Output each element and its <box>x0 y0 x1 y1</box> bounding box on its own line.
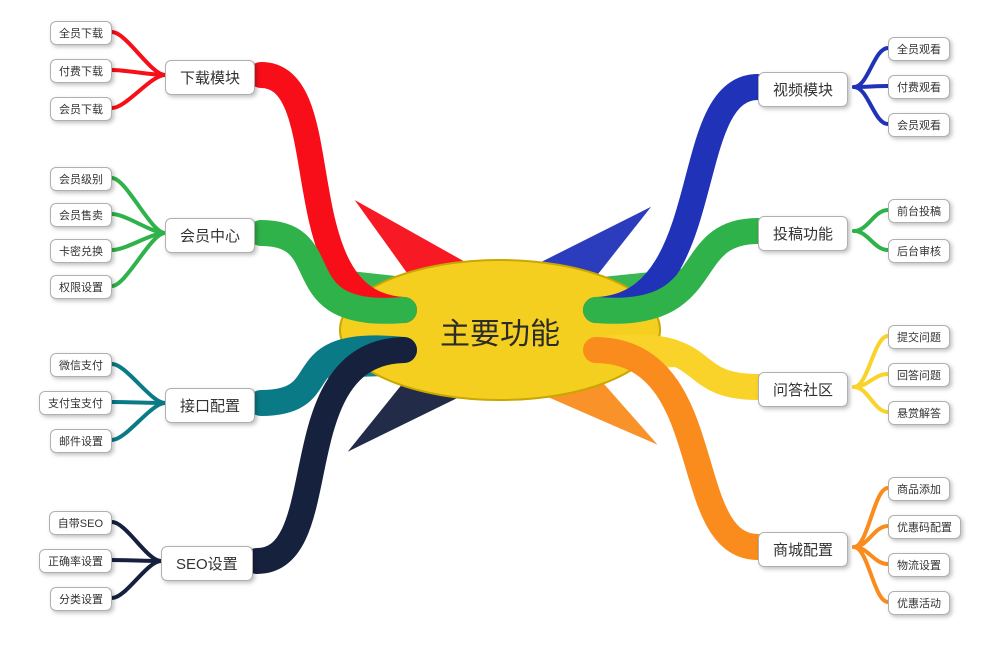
leaf-member-3[interactable]: 权限设置 <box>50 275 112 299</box>
leaf-api-1[interactable]: 支付宝支付 <box>39 391 112 415</box>
leaf-video-1[interactable]: 付费观看 <box>888 75 950 99</box>
leaf-download-0[interactable]: 全员下载 <box>50 21 112 45</box>
leaf-qa-0[interactable]: 提交问题 <box>888 325 950 349</box>
branch-seo[interactable]: SEO设置 <box>161 546 253 581</box>
connector-layer <box>0 0 1000 660</box>
leaf-member-2[interactable]: 卡密兑换 <box>50 239 112 263</box>
mindmap-stage: 主要功能 下载模块 全员下载付费下载会员下载会员中心 会员级别会员售卖卡密兑换权限设置… <box>0 0 1000 660</box>
branch-shop[interactable]: 商城配置 <box>758 532 848 567</box>
leaf-qa-2[interactable]: 悬赏解答 <box>888 401 950 425</box>
leaf-video-0[interactable]: 全员观看 <box>888 37 950 61</box>
leaf-download-1[interactable]: 付费下载 <box>50 59 112 83</box>
leaf-submit-1[interactable]: 后台审核 <box>888 239 950 263</box>
branch-download[interactable]: 下载模块 <box>165 60 255 95</box>
leaf-api-0[interactable]: 微信支付 <box>50 353 112 377</box>
branch-video[interactable]: 视频模块 <box>758 72 848 107</box>
leaf-submit-0[interactable]: 前台投稿 <box>888 199 950 223</box>
leaf-api-2[interactable]: 邮件设置 <box>50 429 112 453</box>
leaf-seo-0[interactable]: 自带SEO <box>49 511 112 535</box>
branch-member[interactable]: 会员中心 <box>165 218 255 253</box>
leaf-seo-1[interactable]: 正确率设置 <box>39 549 112 573</box>
leaf-video-2[interactable]: 会员观看 <box>888 113 950 137</box>
branch-api[interactable]: 接口配置 <box>165 388 255 423</box>
leaf-shop-3[interactable]: 优惠活动 <box>888 591 950 615</box>
center-node: 主要功能 <box>380 309 620 353</box>
leaf-download-2[interactable]: 会员下载 <box>50 97 112 121</box>
leaf-member-0[interactable]: 会员级别 <box>50 167 112 191</box>
leaf-qa-1[interactable]: 回答问题 <box>888 363 950 387</box>
branch-qa[interactable]: 问答社区 <box>758 372 848 407</box>
branch-submit[interactable]: 投稿功能 <box>758 216 848 251</box>
leaf-seo-2[interactable]: 分类设置 <box>50 587 112 611</box>
leaf-shop-2[interactable]: 物流设置 <box>888 553 950 577</box>
leaf-shop-1[interactable]: 优惠码配置 <box>888 515 961 539</box>
leaf-member-1[interactable]: 会员售卖 <box>50 203 112 227</box>
leaf-shop-0[interactable]: 商品添加 <box>888 477 950 501</box>
